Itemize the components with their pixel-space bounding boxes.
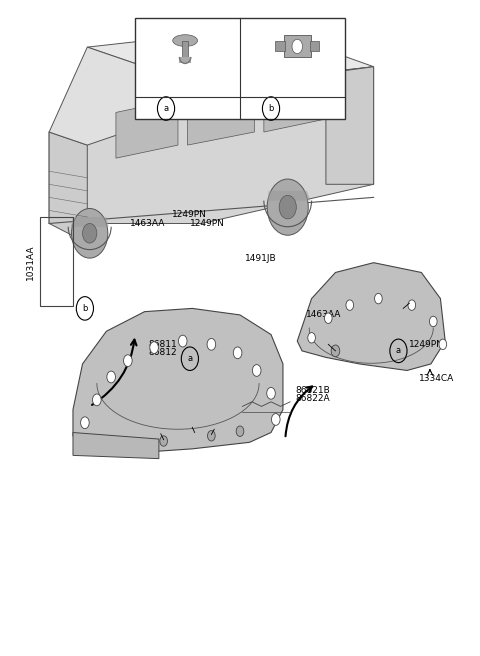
Polygon shape	[284, 35, 311, 57]
Circle shape	[267, 388, 276, 400]
Polygon shape	[71, 217, 109, 227]
Polygon shape	[188, 87, 254, 145]
Polygon shape	[73, 308, 283, 455]
Circle shape	[233, 347, 242, 359]
Text: 86822A: 86822A	[295, 394, 329, 403]
Circle shape	[346, 300, 354, 310]
Text: 1334CB: 1334CB	[282, 104, 320, 113]
Circle shape	[72, 209, 108, 258]
Polygon shape	[297, 262, 445, 371]
Circle shape	[324, 313, 332, 323]
Text: a: a	[164, 104, 168, 113]
Circle shape	[279, 195, 296, 219]
Polygon shape	[326, 67, 373, 184]
Polygon shape	[182, 41, 188, 57]
Circle shape	[308, 333, 315, 343]
Circle shape	[292, 39, 302, 54]
Circle shape	[439, 339, 446, 350]
Polygon shape	[116, 99, 178, 158]
Text: a: a	[187, 354, 192, 363]
Text: 84145A: 84145A	[177, 104, 215, 113]
Polygon shape	[49, 47, 202, 145]
Polygon shape	[87, 28, 373, 87]
Circle shape	[160, 436, 168, 446]
Circle shape	[331, 345, 340, 357]
Text: 1249PN: 1249PN	[408, 340, 444, 350]
Text: 86811: 86811	[148, 340, 177, 349]
Circle shape	[123, 355, 132, 367]
Text: 86821B: 86821B	[295, 386, 330, 394]
Text: 1463AA: 1463AA	[306, 310, 341, 319]
Polygon shape	[276, 41, 285, 51]
Circle shape	[430, 316, 437, 327]
Circle shape	[272, 413, 280, 425]
Circle shape	[374, 293, 382, 304]
Circle shape	[252, 365, 261, 377]
Polygon shape	[180, 57, 191, 64]
Polygon shape	[49, 132, 87, 243]
Text: b: b	[268, 104, 274, 113]
Polygon shape	[310, 41, 319, 51]
Polygon shape	[73, 432, 159, 459]
Ellipse shape	[173, 35, 198, 47]
Circle shape	[408, 300, 416, 310]
Circle shape	[93, 394, 101, 405]
Circle shape	[150, 342, 158, 354]
Circle shape	[81, 417, 89, 428]
Circle shape	[207, 338, 216, 350]
Text: 86812: 86812	[148, 348, 177, 358]
Polygon shape	[49, 67, 373, 224]
Circle shape	[107, 371, 116, 383]
Circle shape	[207, 430, 215, 441]
Text: 1334CA: 1334CA	[419, 375, 454, 384]
Circle shape	[236, 426, 244, 436]
Polygon shape	[264, 73, 326, 132]
Text: 1031AA: 1031AA	[25, 245, 35, 280]
Circle shape	[267, 179, 308, 236]
Circle shape	[179, 335, 187, 347]
Circle shape	[83, 224, 97, 243]
Text: a: a	[396, 346, 401, 356]
Polygon shape	[268, 191, 311, 201]
Text: 1491JB: 1491JB	[245, 255, 276, 263]
Text: 1463AA: 1463AA	[130, 219, 166, 228]
Text: 1249PN: 1249PN	[190, 219, 225, 228]
Text: 1249PN: 1249PN	[172, 210, 207, 219]
FancyBboxPatch shape	[135, 18, 345, 119]
Text: b: b	[82, 304, 87, 313]
